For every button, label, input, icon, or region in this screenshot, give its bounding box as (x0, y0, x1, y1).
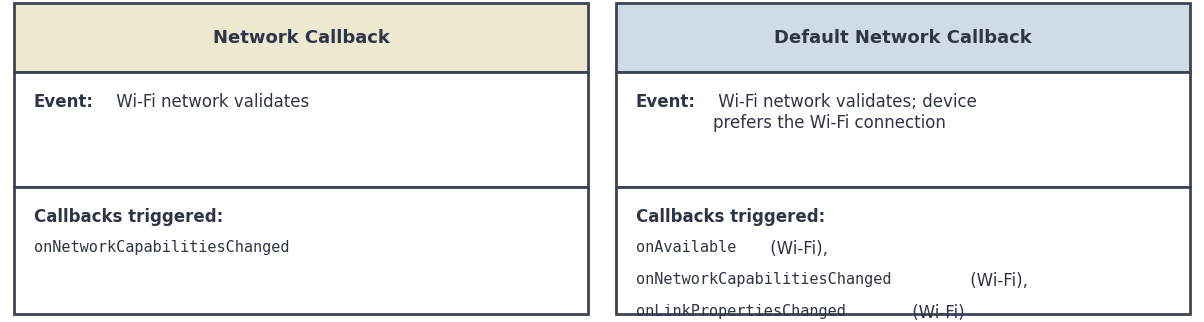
FancyBboxPatch shape (616, 3, 1190, 72)
Text: onNetworkCapabilitiesChanged: onNetworkCapabilitiesChanged (34, 240, 289, 255)
Text: Callbacks triggered:: Callbacks triggered: (34, 208, 223, 226)
Text: Wi-Fi network validates: Wi-Fi network validates (111, 93, 309, 111)
Text: Callbacks triggered:: Callbacks triggered: (636, 208, 825, 226)
Text: Event:: Event: (636, 93, 696, 111)
FancyBboxPatch shape (14, 72, 588, 187)
Text: onNetworkCapabilitiesChanged: onNetworkCapabilitiesChanged (636, 272, 891, 287)
Text: (Wi-Fi): (Wi-Fi) (907, 304, 964, 322)
FancyBboxPatch shape (616, 72, 1190, 187)
Text: onAvailable: onAvailable (636, 240, 736, 255)
Text: Wi-Fi network validates; device
prefers the Wi-Fi connection: Wi-Fi network validates; device prefers … (713, 93, 976, 132)
Text: (Wi-Fi),: (Wi-Fi), (966, 272, 1028, 290)
Text: (Wi-Fi),: (Wi-Fi), (766, 240, 828, 258)
Text: Default Network Callback: Default Network Callback (774, 29, 1032, 47)
Text: onLinkPropertiesChanged: onLinkPropertiesChanged (636, 304, 845, 319)
Text: Event:: Event: (34, 93, 94, 111)
Text: Network Callback: Network Callback (213, 29, 389, 47)
FancyBboxPatch shape (14, 187, 588, 314)
FancyBboxPatch shape (616, 187, 1190, 314)
FancyBboxPatch shape (14, 3, 588, 72)
